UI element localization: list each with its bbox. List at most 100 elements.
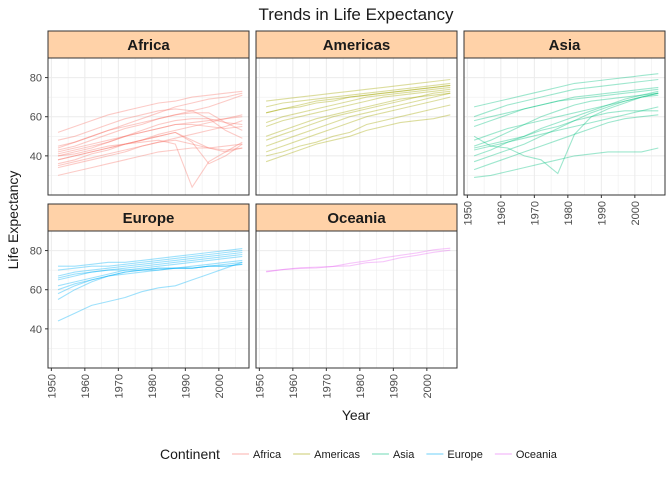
legend-label-africa: Africa: [253, 449, 282, 461]
series-line-africa: [57, 131, 243, 161]
strip-europe: [47, 203, 250, 232]
series-line-oceania: [266, 249, 451, 272]
panel-asia: [464, 58, 665, 195]
series-line-europe: [57, 250, 243, 271]
series-line-asia: [473, 106, 659, 151]
series-line-europe: [57, 261, 243, 295]
series-line-asia: [473, 92, 659, 163]
series-line-africa: [57, 116, 243, 153]
facet-africa: Africa 40 60 80: [30, 30, 250, 196]
strip-label-oceania: Oceania: [327, 210, 386, 227]
strip-asia: [463, 30, 666, 59]
series-line-africa: [57, 90, 243, 133]
series-line-africa: [57, 143, 243, 176]
series-line-africa: [57, 108, 243, 141]
series-line-americas: [265, 82, 451, 108]
series-line-asia: [473, 110, 659, 149]
x-tick-label: 2000: [214, 374, 226, 398]
y-axis-title: Life Expectancy: [5, 171, 21, 270]
y-tick-label: 60: [30, 112, 42, 124]
strip-label-europe: Europe: [123, 210, 175, 227]
series-line-europe: [57, 253, 243, 279]
facet-oceania: Oceania 1950 1960 1970 1980 1990 2000: [254, 203, 458, 398]
panel-europe: [48, 231, 249, 368]
series-line-americas: [265, 88, 451, 128]
x-tick-label: 1950: [254, 374, 266, 398]
grid-oceania: [256, 230, 457, 368]
x-tick-label: 1990: [596, 201, 608, 225]
x-tick-label: 1990: [388, 374, 400, 398]
panel-africa: [48, 58, 249, 195]
series-line-asia: [473, 92, 659, 147]
series-line-africa: [57, 139, 243, 167]
panel-oceania: [256, 231, 457, 368]
legend-label-oceania: Oceania: [516, 449, 558, 461]
series-line-asia: [473, 94, 659, 141]
series-line-americas: [265, 84, 451, 114]
x-tick-label: 1970: [321, 374, 333, 398]
series-line-africa: [57, 92, 243, 147]
series-line-americas: [265, 104, 451, 157]
series-line-asia: [473, 86, 659, 122]
series-line-asia: [473, 92, 659, 175]
x-tick-label: 1970: [529, 201, 541, 225]
x-tick-label: 1950: [46, 374, 58, 398]
x-tick-label: 1960: [80, 374, 92, 398]
series-line-americas: [265, 84, 451, 114]
series-group-americas: [265, 78, 451, 163]
chart-title: Trends in Life Expectancy: [259, 5, 454, 24]
series-line-asia: [473, 90, 659, 157]
series-line-africa: [57, 118, 243, 155]
grid-asia: [464, 57, 665, 195]
series-line-oceania: [266, 247, 451, 273]
strip-label-asia: Asia: [549, 37, 581, 54]
series-line-africa: [57, 123, 243, 157]
x-tick-label: 1990: [180, 374, 192, 398]
panel-americas: [256, 58, 457, 195]
series-line-americas: [265, 96, 451, 153]
series-line-europe: [57, 255, 243, 287]
series-group-europe: [57, 248, 243, 322]
facet-panels: Africa 40 60 80 Americas Asia 1950 1960 1970 1980…: [30, 30, 666, 398]
series-line-asia: [473, 114, 659, 171]
series-line-americas: [266, 78, 451, 102]
facet-americas: Americas: [255, 30, 458, 196]
grid-americas: [256, 57, 457, 195]
strip-africa: [47, 30, 250, 59]
series-line-africa: [57, 112, 243, 149]
x-tick-label: 1980: [147, 374, 159, 398]
series-line-africa: [57, 131, 243, 165]
panel-border-oceania: [255, 230, 458, 369]
x-tick-label: 1950: [462, 201, 474, 225]
facet-asia: Asia 1950 1960 1970 1980 1990 2000: [462, 30, 666, 225]
x-tick-label: 2000: [630, 201, 642, 225]
series-line-africa: [57, 114, 243, 165]
x-tick-label: 1960: [496, 201, 508, 225]
series-line-americas: [265, 92, 451, 147]
legend-label-americas: Americas: [314, 449, 360, 461]
series-line-americas: [265, 86, 451, 124]
series-line-europe: [57, 251, 243, 277]
series-line-africa: [57, 120, 243, 169]
series-group-africa: [57, 90, 243, 189]
panel-border-europe: [47, 230, 250, 369]
series-line-asia: [473, 78, 659, 118]
x-axis-title: Year: [342, 407, 371, 423]
strip-label-africa: Africa: [127, 37, 170, 54]
series-line-europe: [57, 263, 243, 281]
legend-label-europe: Europe: [447, 449, 482, 461]
series-group-asia: [473, 73, 659, 178]
grid-europe: [48, 230, 249, 368]
strip-americas: [255, 30, 458, 59]
strip-oceania: [255, 203, 458, 232]
strip-label-americas: Americas: [323, 37, 391, 54]
series-group-oceania: [266, 247, 451, 273]
y-tick-label: 80: [30, 73, 42, 85]
y-tick-label: 60: [30, 285, 42, 297]
facet-europe: Europe 40 60 80 1950 1960 1970 1980 1990 2000: [30, 203, 250, 398]
y-tick-label: 40: [30, 151, 42, 163]
series-line-europe: [57, 263, 243, 291]
legend-label-asia: Asia: [393, 449, 415, 461]
x-tick-label: 2000: [422, 374, 434, 398]
